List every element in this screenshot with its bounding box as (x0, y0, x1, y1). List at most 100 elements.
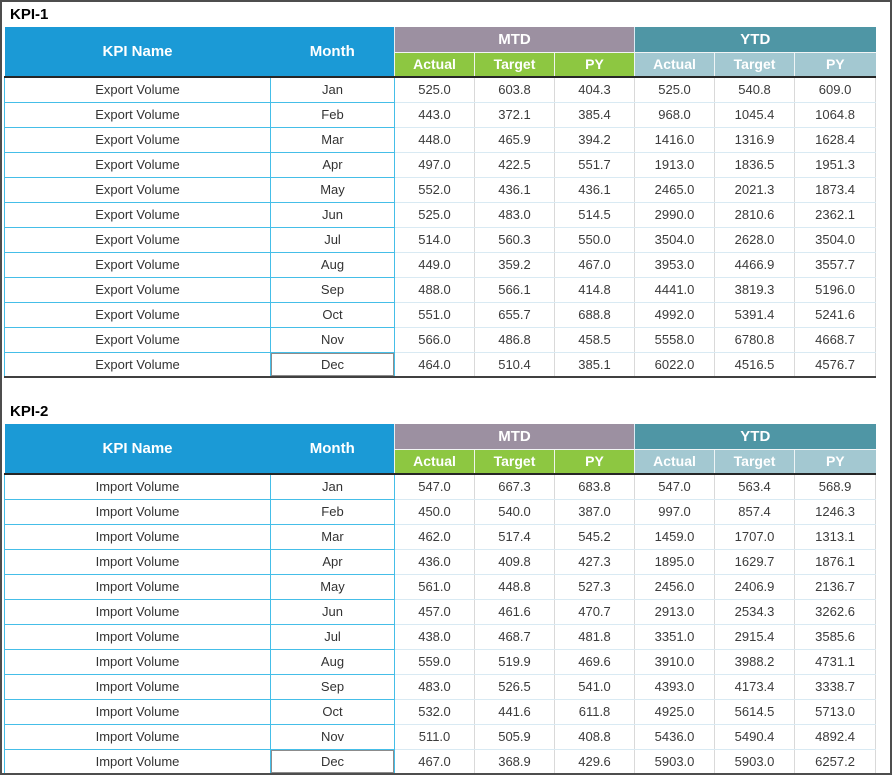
kpi-name-cell: Import Volume (4, 748, 271, 773)
value-cell: 414.8 (553, 276, 636, 303)
table-row: Import Volume Feb 450.0 540.0 387.0 997.0 857.… (4, 498, 877, 525)
kpi-2-table: KPI Name Month MTD YTD Actual Target PY … (4, 424, 877, 773)
value-cell: 409.8 (474, 548, 555, 575)
value-cell: 6022.0 (634, 351, 716, 378)
value-cell: 1313.1 (794, 523, 877, 550)
month-cell: Feb (270, 498, 395, 525)
value-cell: 2456.0 (634, 573, 716, 600)
value-cell: 568.9 (794, 473, 877, 500)
value-cell: 2628.0 (714, 226, 796, 253)
month-cell: Nov (270, 326, 395, 353)
value-cell: 470.7 (553, 598, 636, 625)
value-cell: 667.3 (474, 473, 555, 500)
value-cell: 404.3 (553, 76, 636, 103)
ytd-py-header: PY (794, 449, 876, 475)
value-cell: 5614.5 (714, 698, 796, 725)
kpi-name-cell: Import Volume (4, 598, 271, 625)
value-cell: 1876.1 (794, 548, 877, 575)
value-cell: 4992.0 (634, 301, 716, 328)
value-cell: 2534.3 (714, 598, 796, 625)
kpi-name-cell: Import Volume (4, 498, 271, 525)
value-cell: 5903.0 (634, 748, 716, 773)
value-cell: 462.0 (394, 523, 475, 550)
value-cell: 6780.8 (714, 326, 796, 353)
kpi-2-table-header: KPI Name Month MTD YTD Actual Target PY … (4, 424, 876, 475)
ytd-actual-header: Actual (634, 52, 715, 78)
table-row: Export Volume Nov 566.0 486.8 458.5 5558.0 678… (4, 326, 877, 353)
value-cell: 1951.3 (794, 151, 877, 178)
table-row: Import Volume Jun 457.0 461.6 470.7 2913.0 253… (4, 598, 877, 625)
value-cell: 3910.0 (634, 648, 716, 675)
table-row: Import Volume May 561.0 448.8 527.3 2456.0 240… (4, 573, 877, 600)
value-cell: 3819.3 (714, 276, 796, 303)
kpi-name-cell: Export Volume (4, 351, 271, 378)
kpi-name-column-header: KPI Name (4, 424, 271, 475)
kpi-1-table-header: KPI Name Month MTD YTD Actual Target PY … (4, 27, 876, 78)
value-cell: 5196.0 (794, 276, 877, 303)
table-row: Import Volume Sep 483.0 526.5 541.0 4393.0 417… (4, 673, 877, 700)
value-cell: 1064.8 (794, 101, 877, 128)
value-cell: 465.9 (474, 126, 555, 153)
month-cell: Jul (270, 226, 395, 253)
value-cell: 559.0 (394, 648, 475, 675)
month-cell: Aug (270, 648, 395, 675)
value-cell: 3351.0 (634, 623, 716, 650)
value-cell: 525.0 (634, 76, 716, 103)
value-cell: 2990.0 (634, 201, 716, 228)
ytd-group-header: YTD (634, 424, 876, 450)
month-cell: Sep (270, 673, 395, 700)
value-cell: 394.2 (553, 126, 636, 153)
value-cell: 4466.9 (714, 251, 796, 278)
kpi-name-cell: Import Volume (4, 573, 271, 600)
value-cell: 464.0 (394, 351, 475, 378)
value-cell: 483.0 (394, 673, 475, 700)
value-cell: 540.0 (474, 498, 555, 525)
value-cell: 436.0 (394, 548, 475, 575)
ytd-actual-header: Actual (634, 449, 715, 475)
value-cell: 540.8 (714, 76, 796, 103)
value-cell: 6257.2 (794, 748, 877, 773)
value-cell: 4731.1 (794, 648, 877, 675)
month-cell: Jul (270, 623, 395, 650)
value-cell: 5241.6 (794, 301, 877, 328)
value-cell: 5713.0 (794, 698, 877, 725)
value-cell: 1629.7 (714, 548, 796, 575)
value-cell: 450.0 (394, 498, 475, 525)
kpi-name-cell: Import Volume (4, 723, 271, 750)
month-cell: Apr (270, 151, 395, 178)
value-cell: 1628.4 (794, 126, 877, 153)
value-cell: 514.0 (394, 226, 475, 253)
value-cell: 5558.0 (634, 326, 716, 353)
kpi-name-cell: Export Volume (4, 126, 271, 153)
kpi-name-cell: Export Volume (4, 101, 271, 128)
table-row: Import Volume Jan 547.0 667.3 683.8 547.0 563.… (4, 473, 877, 500)
value-cell: 372.1 (474, 101, 555, 128)
value-cell: 688.8 (553, 301, 636, 328)
kpi-1-title: KPI-1 (10, 6, 49, 23)
table-row: Export Volume Sep 488.0 566.1 414.8 4441.0 381… (4, 276, 877, 303)
month-cell: Aug (270, 251, 395, 278)
value-cell: 1416.0 (634, 126, 716, 153)
value-cell: 527.3 (553, 573, 636, 600)
month-cell: Mar (270, 523, 395, 550)
value-cell: 2465.0 (634, 176, 716, 203)
ytd-group-header: YTD (634, 27, 876, 53)
sub-header-row: Actual Target PY Actual Target PY (5, 52, 876, 78)
table-row: Import Volume Aug 559.0 519.9 469.6 3910.0 398… (4, 648, 877, 675)
value-cell: 449.0 (394, 251, 475, 278)
kpi-2-section: KPI-2 KPI Name Month MTD YTD Actual Targ… (2, 402, 890, 773)
value-cell: 1895.0 (634, 548, 716, 575)
month-cell: Jan (270, 473, 395, 500)
value-cell: 3585.6 (794, 623, 877, 650)
value-cell: 387.0 (553, 498, 636, 525)
value-cell: 2406.9 (714, 573, 796, 600)
table-row: Export Volume Mar 448.0 465.9 394.2 1416.0 131… (4, 126, 877, 153)
value-cell: 514.5 (553, 201, 636, 228)
mtd-actual-header: Actual (394, 449, 475, 475)
value-cell: 541.0 (553, 673, 636, 700)
value-cell: 457.0 (394, 598, 475, 625)
sub-header-row: Actual Target PY Actual Target PY (5, 449, 876, 475)
mtd-group-header: MTD (393, 27, 636, 53)
kpi-name-cell: Import Volume (4, 648, 271, 675)
value-cell: 551.7 (553, 151, 636, 178)
